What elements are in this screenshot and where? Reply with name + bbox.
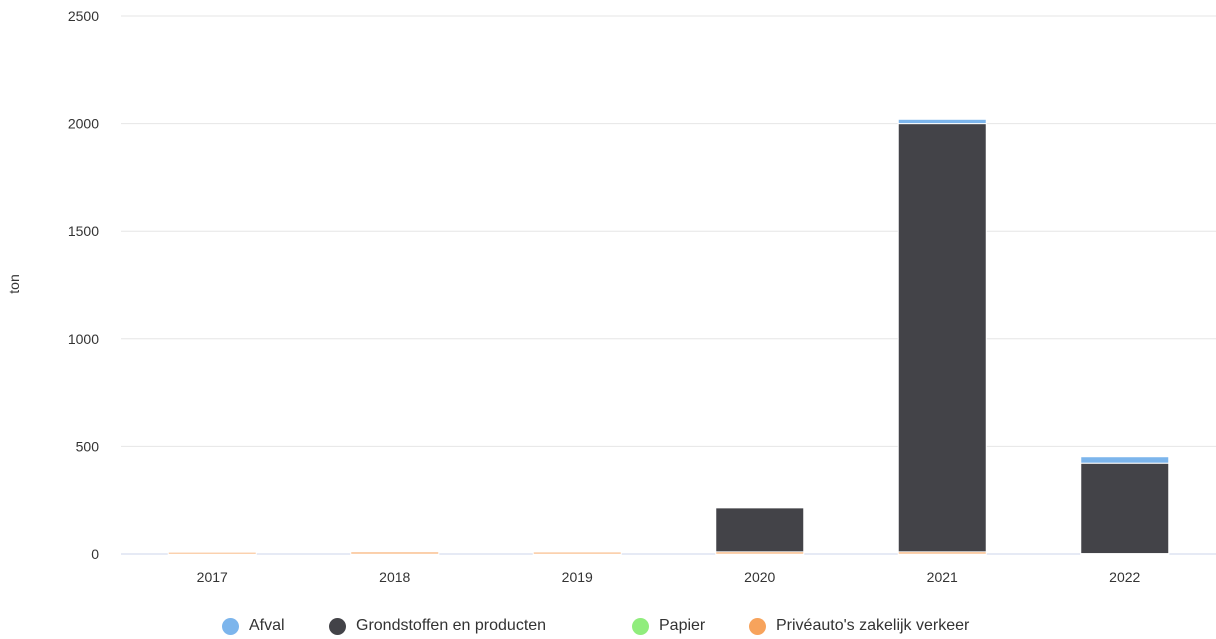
legend-label: Grondstoffen en producten (356, 617, 547, 634)
legend-marker-icon (222, 617, 239, 635)
x-tick-label: 2022 (1109, 569, 1140, 585)
x-tick-label: 2017 (197, 569, 228, 585)
y-tick-label: 2000 (68, 116, 99, 132)
bar-segment[interactable] (715, 506, 805, 509)
legend-label: Privéauto's zakelijk verkeer (776, 617, 970, 634)
legend-item[interactable]: Grondstoffen en producten (329, 614, 632, 638)
legend-item[interactable]: Afval (222, 614, 329, 638)
bar-segment[interactable] (715, 507, 805, 553)
x-tick-label: 2019 (562, 569, 593, 585)
x-tick-label: 2018 (379, 569, 410, 585)
gridlines (121, 15, 1216, 555)
y-axis-ticks: 0 500 1000 1500 2000 2500 (68, 8, 99, 562)
legend-marker-icon (749, 617, 766, 635)
legend-label: Papier (659, 617, 706, 634)
x-axis-ticks: 2017 2018 2019 2020 2021 2022 (197, 569, 1141, 585)
legend-item[interactable]: Papier (632, 614, 749, 638)
legend: Afval Grondstoffen en producten Papier Priv… (0, 614, 1216, 638)
y-tick-label: 0 (91, 546, 99, 562)
y-tick-label: 2500 (68, 8, 99, 24)
x-tick-label: 2021 (927, 569, 958, 585)
legend-item[interactable]: Privéauto's zakelijk verkeer (749, 614, 969, 638)
bar-segment[interactable] (897, 118, 987, 125)
bar-segment[interactable] (1080, 462, 1170, 555)
bar-segment[interactable] (167, 551, 257, 555)
bars (167, 118, 1170, 555)
y-tick-label: 1000 (68, 331, 99, 347)
bar-segment[interactable] (350, 550, 440, 553)
bar-segment[interactable] (1080, 456, 1170, 464)
bar-segment[interactable] (897, 123, 987, 553)
bar-segment[interactable] (532, 551, 622, 553)
legend-marker-icon (329, 617, 346, 635)
y-tick-label: 1500 (68, 223, 99, 239)
x-tick-label: 2020 (744, 569, 775, 585)
legend-marker-icon (632, 617, 649, 635)
legend-label: Afval (249, 617, 285, 634)
y-axis-title: ton (6, 274, 22, 293)
y-tick-label: 500 (76, 438, 100, 454)
